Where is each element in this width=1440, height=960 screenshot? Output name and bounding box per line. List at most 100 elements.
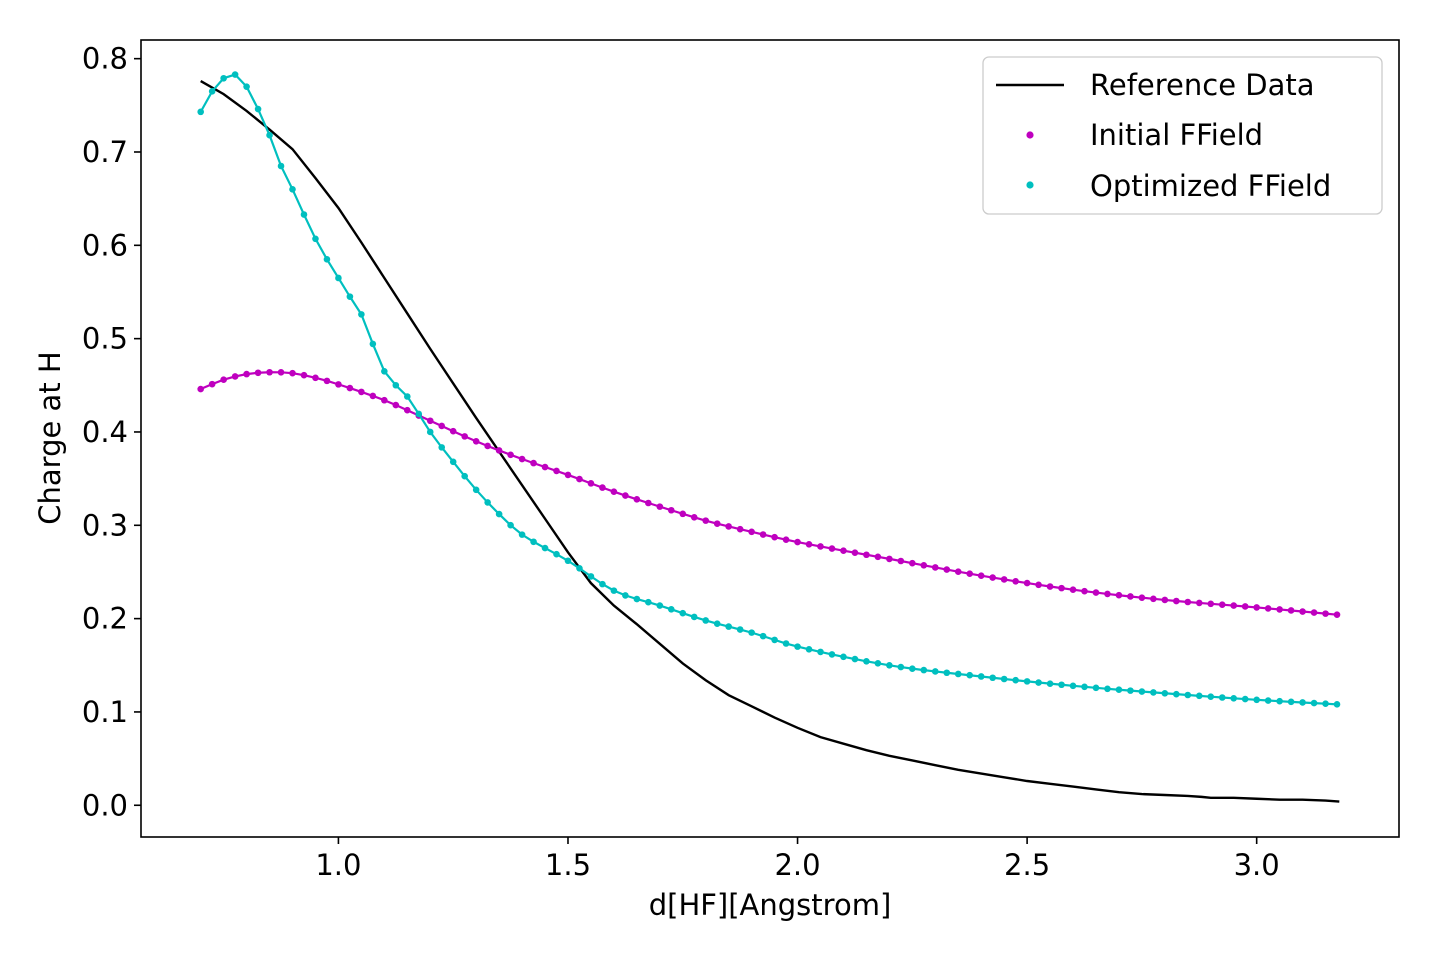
x-axis-title: d[HF][Angstrom]	[649, 888, 892, 922]
data-point-optimized-ffield	[243, 83, 250, 90]
data-point-initial-ffield	[300, 371, 308, 379]
data-point-optimized-ffield	[1035, 679, 1042, 686]
data-point-optimized-ffield	[449, 458, 457, 466]
data-point-initial-ffield	[220, 376, 227, 384]
data-point-optimized-ffield	[208, 88, 216, 95]
data-point-optimized-ffield	[472, 486, 480, 494]
data-point-initial-ffield	[1000, 576, 1008, 583]
legend: Reference Data Initial FField Optimized …	[982, 56, 1383, 215]
data-point-initial-ffield	[633, 496, 641, 503]
data-point-optimized-ffield	[461, 472, 468, 480]
data-point-optimized-ffield	[346, 293, 354, 300]
data-point-initial-ffield	[266, 368, 273, 376]
data-point-optimized-ffield	[656, 602, 664, 609]
data-point-optimized-ffield	[1287, 698, 1295, 706]
data-point-initial-ffield	[576, 475, 583, 483]
x-tick-label: 1.5	[545, 848, 591, 882]
data-point-optimized-ffield	[1150, 689, 1157, 696]
data-point-optimized-ffield	[403, 393, 411, 400]
data-point-initial-ffield	[1081, 587, 1088, 595]
data-point-initial-ffield	[966, 570, 974, 578]
data-point-initial-ffield	[759, 531, 767, 538]
data-point-optimized-ffield	[1310, 699, 1318, 707]
data-point-initial-ffield	[197, 385, 204, 393]
data-point-optimized-ffield	[897, 663, 905, 671]
data-point-initial-ffield	[1046, 583, 1054, 590]
x-tick-label: 1.0	[315, 848, 361, 882]
data-point-optimized-ffield	[231, 71, 239, 78]
series-line-reference-data	[200, 80, 1340, 803]
data-point-initial-ffield	[426, 417, 434, 425]
data-point-initial-ffield	[1333, 611, 1341, 618]
y-tick-label: 0.1	[82, 695, 128, 729]
data-point-optimized-ffield	[759, 632, 767, 640]
data-point-optimized-ffield	[610, 587, 618, 594]
data-point-optimized-ffield	[530, 538, 537, 546]
data-point-optimized-ffield	[197, 108, 204, 116]
data-point-initial-ffield	[943, 566, 951, 573]
data-point-optimized-ffield	[1264, 697, 1272, 704]
data-point-initial-ffield	[1023, 579, 1031, 587]
data-point-optimized-ffield	[266, 131, 273, 139]
data-point-initial-ffield	[1138, 594, 1146, 601]
data-point-initial-ffield	[667, 506, 675, 514]
data-point-initial-ffield	[231, 373, 239, 380]
data-point-initial-ffield	[1195, 599, 1203, 607]
data-point-optimized-ffield	[748, 629, 755, 636]
data-point-initial-ffield	[736, 525, 744, 533]
data-point-initial-ffield	[1322, 610, 1329, 617]
data-point-optimized-ffield	[1322, 700, 1329, 708]
data-point-initial-ffield	[518, 455, 526, 463]
data-point-optimized-ffield	[909, 665, 916, 672]
data-point-initial-ffield	[954, 568, 962, 575]
data-point-initial-ffield	[1161, 596, 1169, 604]
data-point-initial-ffield	[312, 374, 319, 382]
data-point-optimized-ffield	[920, 666, 928, 674]
data-point-optimized-ffield	[690, 613, 698, 621]
data-point-initial-ffield	[1184, 598, 1192, 606]
data-point-initial-ffield	[243, 370, 250, 378]
data-point-optimized-ffield	[886, 661, 893, 669]
data-point-optimized-ffield	[1012, 676, 1019, 684]
data-point-initial-ffield	[1115, 591, 1123, 599]
data-point-optimized-ffield	[725, 623, 732, 630]
data-point-initial-ffield	[277, 368, 285, 376]
data-point-initial-ffield	[886, 555, 893, 563]
data-point-optimized-ffield	[599, 580, 606, 588]
data-point-optimized-ffield	[702, 617, 710, 624]
data-point-initial-ffield	[1287, 607, 1295, 614]
data-point-initial-ffield	[977, 572, 985, 579]
data-point-optimized-ffield	[1023, 678, 1031, 685]
legend-label-optimized: Optimized FField	[1090, 169, 1331, 203]
data-point-optimized-ffield	[805, 645, 813, 653]
data-point-initial-ffield	[495, 447, 503, 454]
y-tick-label: 0.5	[82, 322, 128, 356]
data-point-initial-ffield	[690, 514, 698, 521]
data-point-optimized-ffield	[1161, 689, 1169, 697]
data-point-optimized-ffield	[289, 186, 296, 193]
series-line-optimized-ffield	[199, 73, 1338, 706]
legend-label-reference: Reference Data	[1090, 68, 1315, 102]
data-point-initial-ffield	[840, 547, 847, 554]
data-point-initial-ffield	[782, 536, 790, 544]
data-point-optimized-ffield	[415, 410, 423, 418]
data-point-optimized-ffield	[553, 550, 560, 558]
y-axis-ticks: 0.0 0.1 0.2 0.3 0.4 0.5 0.6 0.7 0.8	[82, 42, 141, 822]
data-point-initial-ffield	[1230, 602, 1238, 609]
data-point-optimized-ffield	[633, 595, 641, 603]
data-point-initial-ffield	[805, 541, 813, 548]
data-point-initial-ffield	[541, 463, 549, 471]
data-point-optimized-ffield	[1195, 692, 1203, 700]
data-point-optimized-ffield	[358, 311, 365, 318]
data-point-initial-ffield	[392, 401, 400, 409]
data-point-optimized-ffield	[392, 381, 400, 389]
data-point-optimized-ffield	[943, 669, 951, 677]
x-tick-label: 2.0	[774, 848, 820, 882]
data-point-initial-ffield	[679, 510, 687, 518]
data-point-initial-ffield	[335, 381, 342, 388]
data-point-optimized-ffield	[507, 521, 514, 529]
data-point-optimized-ffield	[426, 428, 434, 436]
data-point-optimized-ffield	[495, 510, 503, 518]
data-point-optimized-ffield	[977, 673, 985, 680]
